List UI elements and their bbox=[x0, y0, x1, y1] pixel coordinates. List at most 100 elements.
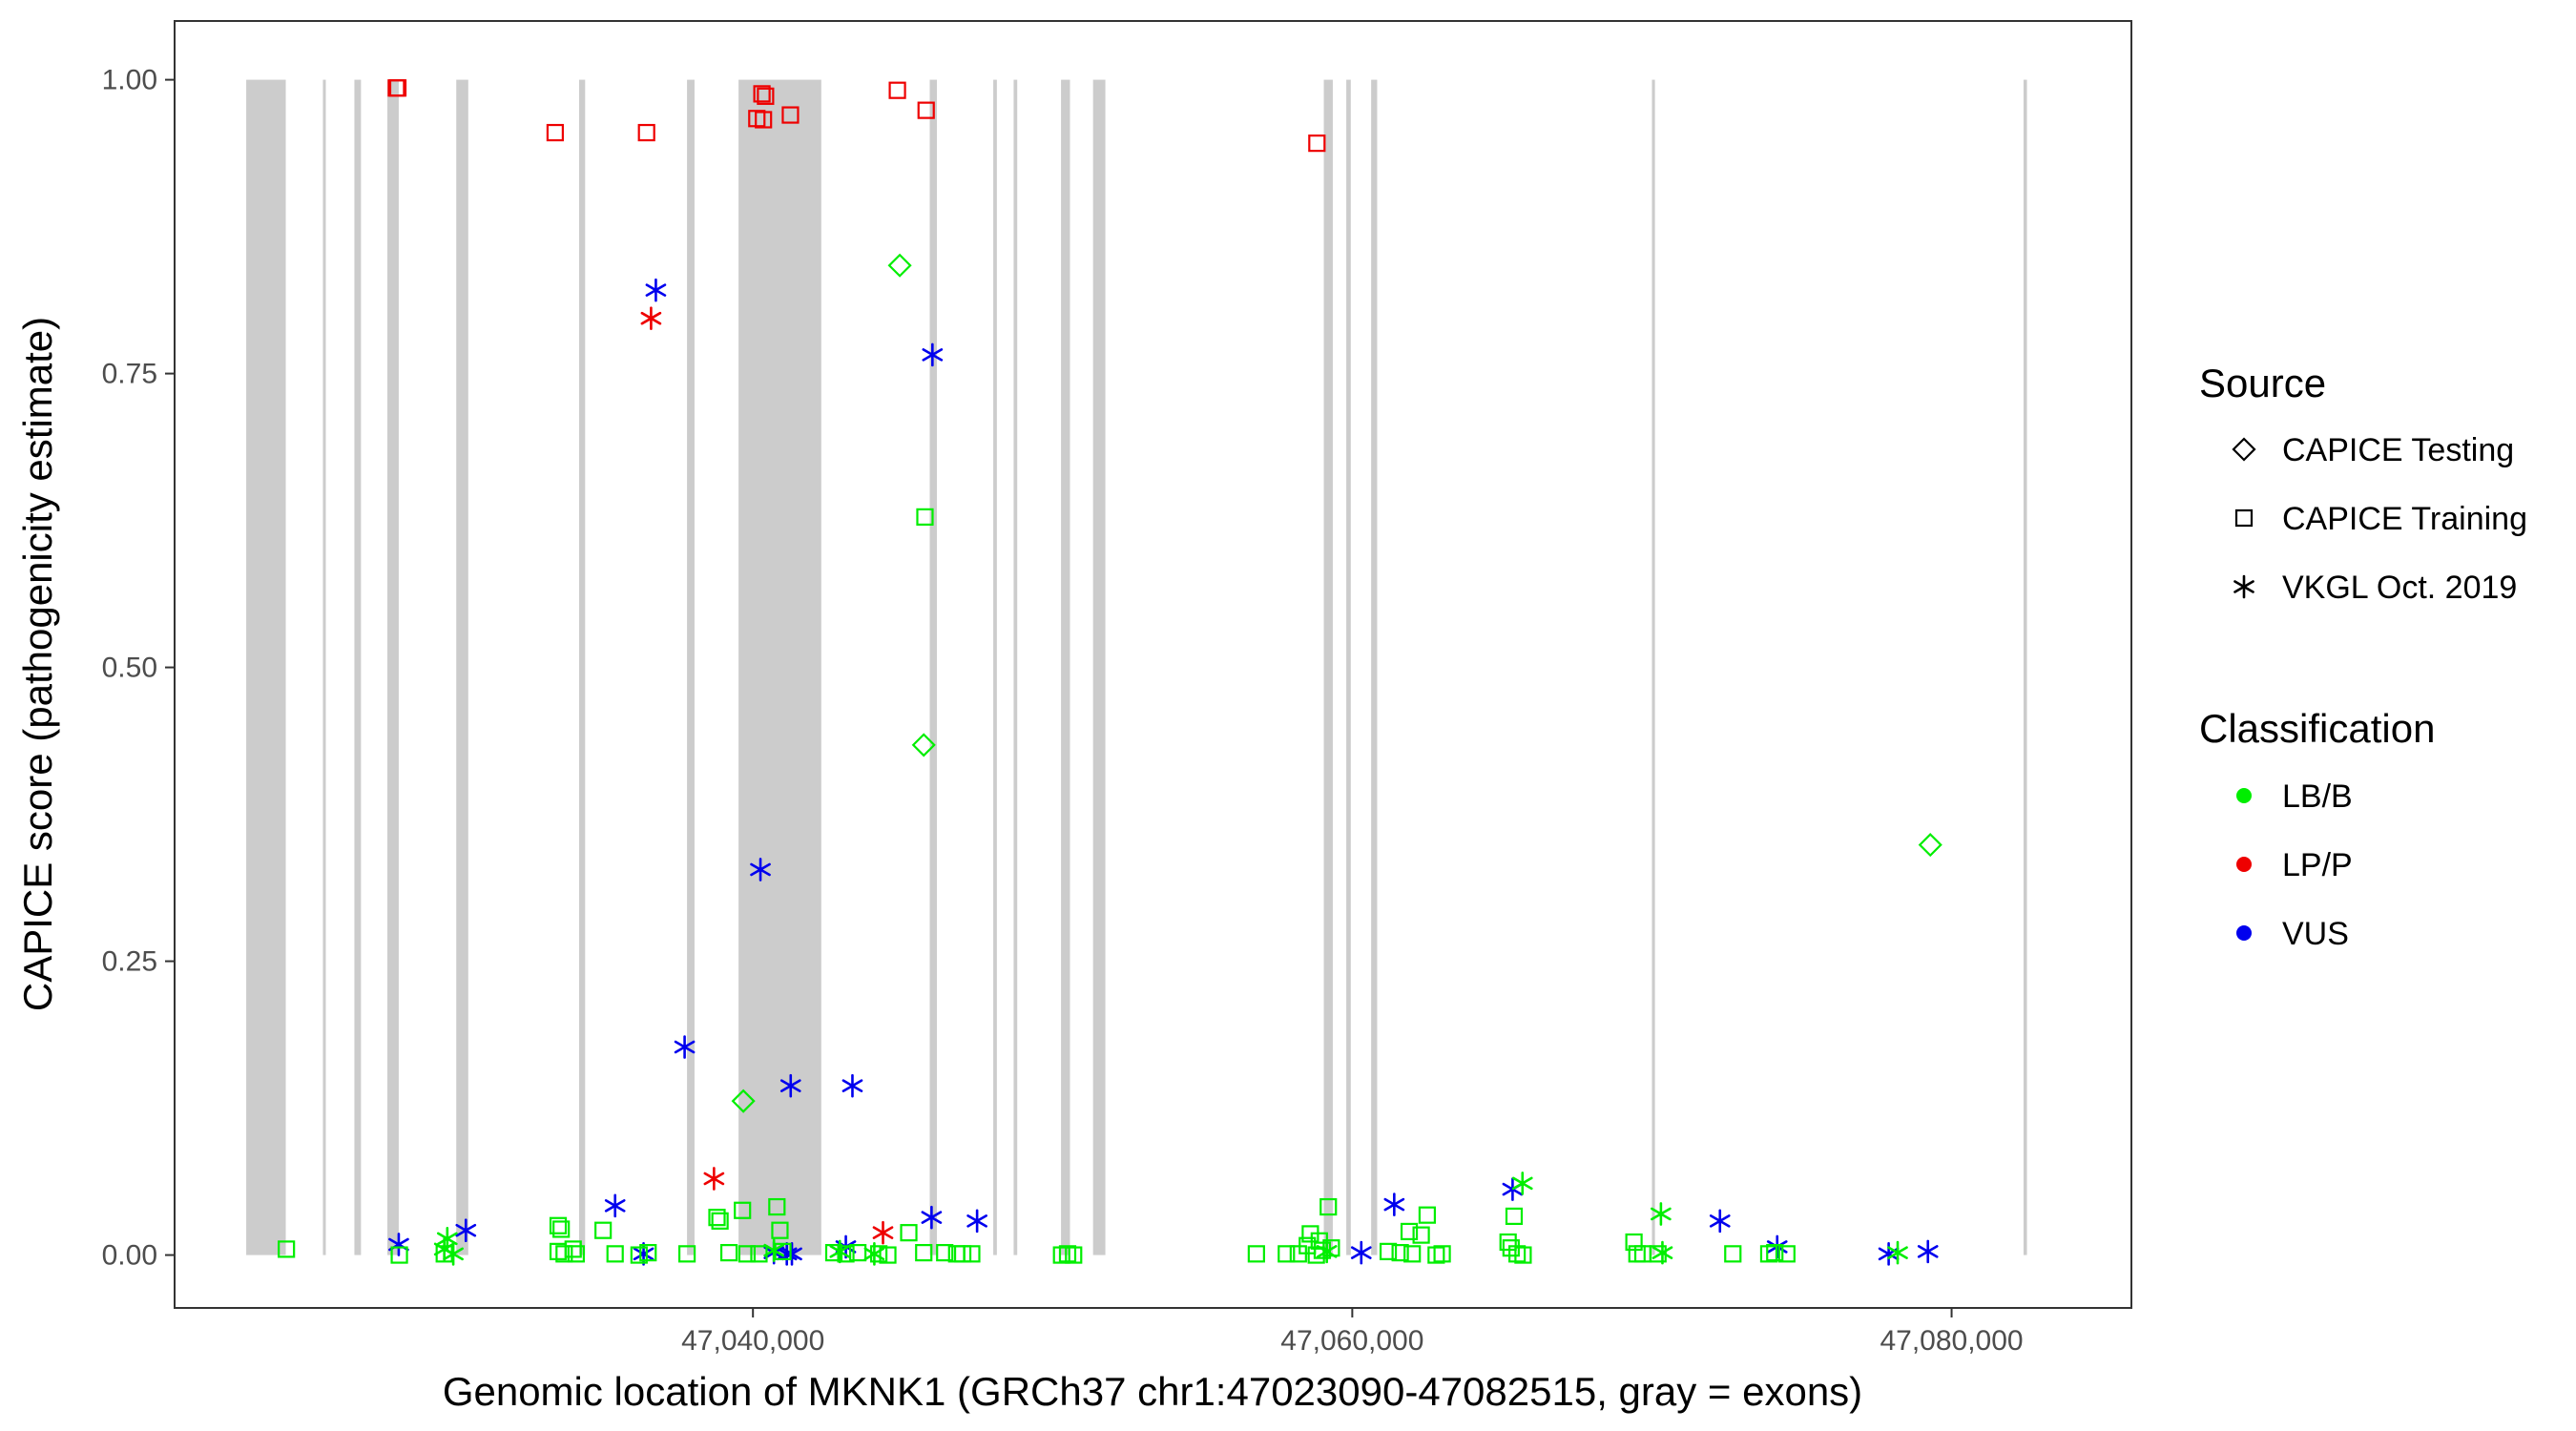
data-point bbox=[1433, 1245, 1451, 1263]
data-point bbox=[731, 1089, 756, 1113]
data-point bbox=[849, 1243, 867, 1262]
data-point bbox=[1379, 1242, 1398, 1260]
data-point bbox=[639, 1243, 657, 1262]
data-point bbox=[781, 106, 800, 124]
data-point bbox=[781, 1242, 802, 1266]
legend-class-key bbox=[2236, 857, 2252, 872]
legend-classification-title: Classification bbox=[2199, 706, 2435, 751]
data-point bbox=[768, 1197, 786, 1216]
exon-band bbox=[929, 79, 938, 1255]
legend-source-key bbox=[2233, 574, 2254, 599]
data-point bbox=[1633, 1245, 1652, 1263]
data-point bbox=[888, 81, 906, 99]
data-point bbox=[674, 1035, 696, 1059]
data-point bbox=[1514, 1246, 1532, 1264]
legend-source-key bbox=[2232, 437, 2256, 462]
data-point bbox=[1649, 1245, 1667, 1263]
data-point bbox=[278, 1240, 296, 1258]
data-point bbox=[1499, 1233, 1517, 1252]
data-point bbox=[966, 1209, 987, 1234]
exon-band bbox=[322, 79, 326, 1255]
data-point bbox=[555, 1245, 573, 1263]
data-point bbox=[443, 1242, 464, 1266]
data-point bbox=[677, 1245, 696, 1263]
data-point bbox=[953, 1245, 972, 1263]
data-point bbox=[1508, 1245, 1527, 1263]
legend-class-label: LB/B bbox=[2282, 778, 2353, 815]
data-point bbox=[1391, 1243, 1409, 1262]
exon-band bbox=[387, 79, 399, 1255]
data-point bbox=[763, 1238, 785, 1262]
data-point bbox=[870, 1245, 888, 1263]
y-axis-title: CAPICE score (pathogenicity estimate) bbox=[15, 317, 60, 1011]
legend: Source Classification CAPICE Testing CAPI… bbox=[2199, 361, 2527, 952]
data-point bbox=[711, 1212, 729, 1230]
data-point bbox=[645, 278, 667, 302]
data-point bbox=[1350, 1240, 1372, 1265]
data-point bbox=[1918, 833, 1942, 858]
data-point bbox=[771, 1221, 789, 1239]
data-point bbox=[1308, 135, 1326, 153]
legend-class-key bbox=[2236, 788, 2252, 803]
data-point bbox=[922, 342, 944, 367]
data-point bbox=[1709, 1209, 1731, 1234]
data-point bbox=[753, 85, 771, 103]
y-tick-label: 0.50 bbox=[102, 653, 157, 684]
exon-band bbox=[1061, 79, 1070, 1255]
legend-source-label: CAPICE Testing bbox=[2282, 432, 2514, 468]
data-point bbox=[837, 1245, 855, 1263]
data-point bbox=[887, 253, 912, 278]
y-tick-label: 1.00 bbox=[102, 65, 157, 96]
y-tick-label: 0.75 bbox=[102, 359, 157, 390]
data-point bbox=[1383, 1192, 1405, 1216]
data-point bbox=[1887, 1240, 1908, 1265]
data-point bbox=[774, 1242, 792, 1260]
data-point bbox=[1403, 1245, 1422, 1263]
plot-panel-border bbox=[174, 20, 2132, 1309]
data-point bbox=[567, 1245, 585, 1263]
legend-source-label: VKGL Oct. 2019 bbox=[2282, 570, 2517, 606]
data-point bbox=[637, 123, 655, 142]
data-point bbox=[916, 508, 934, 526]
y-tick-label: 0.00 bbox=[102, 1240, 157, 1272]
data-point bbox=[921, 1205, 943, 1230]
data-point bbox=[640, 306, 662, 330]
exon-band bbox=[993, 79, 997, 1255]
data-point bbox=[546, 123, 564, 142]
exon-band bbox=[1346, 79, 1351, 1255]
legend-class-label: LP/P bbox=[2282, 847, 2353, 883]
x-tick-label: 47,060,000 bbox=[1280, 1325, 1423, 1357]
exon-band bbox=[456, 79, 468, 1255]
exon-band bbox=[738, 79, 821, 1255]
data-point bbox=[824, 1243, 843, 1262]
data-point bbox=[1313, 1241, 1332, 1259]
data-point bbox=[604, 1193, 626, 1218]
data-point bbox=[1058, 1245, 1077, 1263]
data-point bbox=[552, 1220, 571, 1238]
data-point bbox=[1412, 1226, 1430, 1244]
data-point bbox=[1511, 1172, 1533, 1195]
data-point bbox=[1766, 1243, 1784, 1262]
data-point bbox=[1427, 1246, 1445, 1264]
data-point bbox=[1247, 1245, 1265, 1263]
data-point bbox=[1322, 1239, 1340, 1257]
data-point bbox=[1651, 1202, 1672, 1226]
data-point bbox=[750, 1245, 768, 1263]
data-point bbox=[606, 1245, 624, 1263]
exon-band bbox=[2023, 79, 2027, 1255]
data-point bbox=[963, 1245, 981, 1263]
exon-layer bbox=[246, 79, 2027, 1255]
exon-band bbox=[1323, 79, 1333, 1255]
data-point bbox=[915, 1243, 933, 1262]
data-point bbox=[779, 1073, 801, 1098]
point-layer bbox=[278, 79, 1942, 1266]
data-point bbox=[1278, 1245, 1296, 1263]
data-point bbox=[917, 101, 935, 119]
data-point bbox=[455, 1218, 477, 1242]
data-point bbox=[936, 1243, 954, 1262]
data-point bbox=[1400, 1222, 1419, 1241]
exon-band bbox=[246, 79, 286, 1255]
data-point bbox=[388, 79, 407, 97]
data-point bbox=[390, 1246, 408, 1264]
legend-class-label: VUS bbox=[2282, 916, 2349, 952]
